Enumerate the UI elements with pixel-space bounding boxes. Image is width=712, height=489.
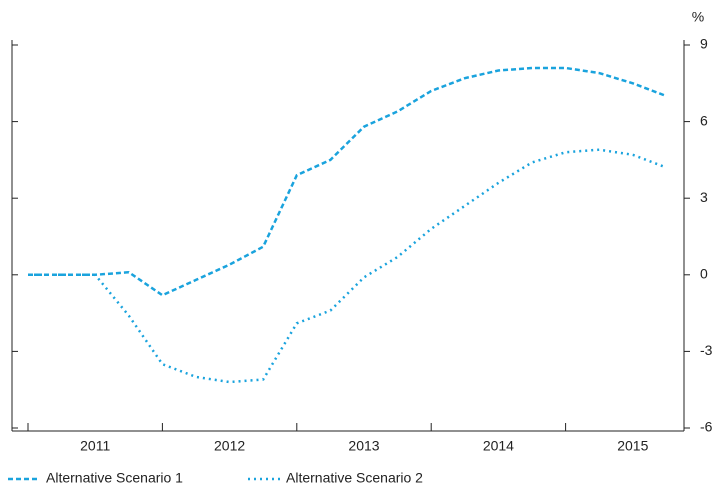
y-tick-label: 3 (700, 189, 708, 205)
y-tick-label: 0 (700, 266, 708, 282)
legend-label: Alternative Scenario 1 (46, 470, 183, 486)
y-tick-label: 6 (700, 112, 708, 128)
y-tick-label: -6 (700, 419, 712, 435)
legend-label: Alternative Scenario 2 (286, 470, 423, 486)
x-tick-label: 2012 (214, 438, 245, 454)
x-tick-label: 2014 (483, 438, 514, 454)
y-tick-label: 9 (700, 36, 708, 52)
x-tick-label: 2011 (80, 438, 110, 454)
line-series (28, 66, 667, 297)
y-axis-label: % (692, 9, 704, 25)
x-tick-label: 2013 (348, 438, 379, 454)
y-tick-label: -3 (700, 342, 712, 358)
line-series (28, 148, 667, 384)
x-tick-label: 2015 (617, 438, 648, 454)
